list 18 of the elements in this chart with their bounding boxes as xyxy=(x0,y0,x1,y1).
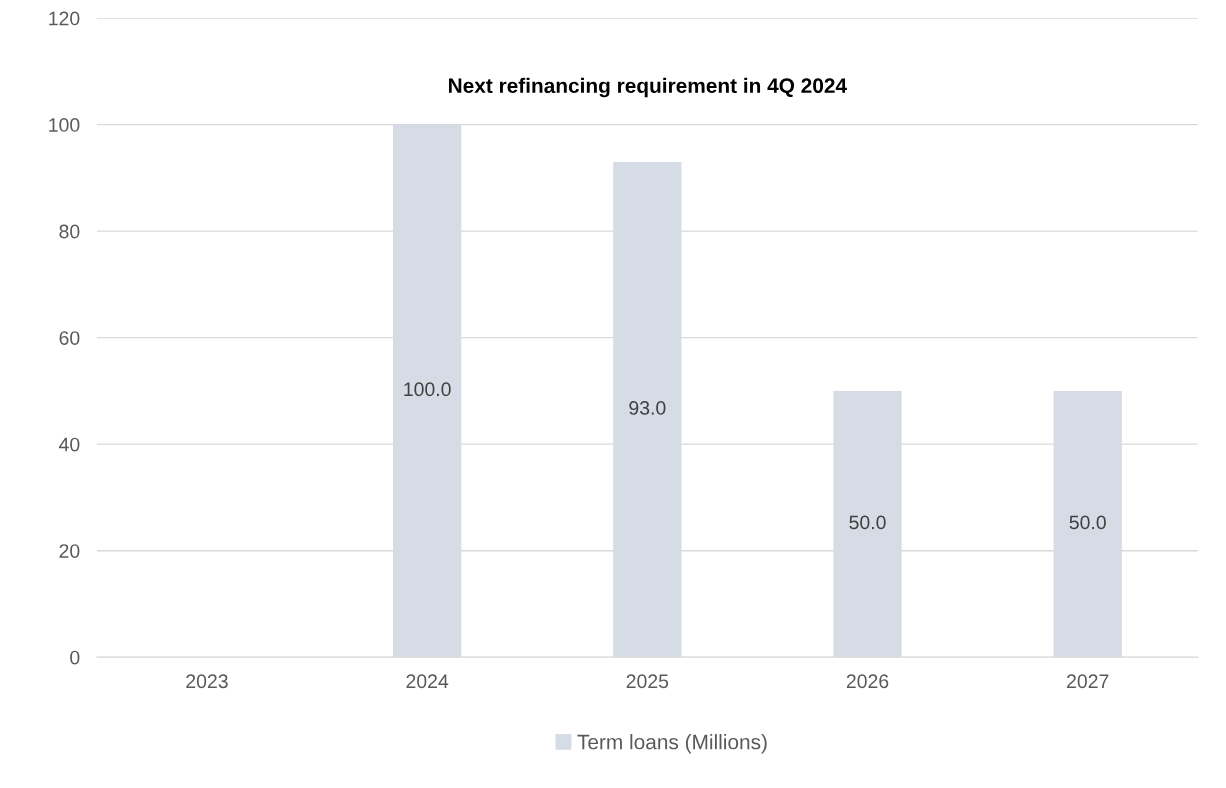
data-label: 50.0 xyxy=(1069,515,1106,530)
y-tick-label: 40 xyxy=(59,437,80,452)
data-label: 100.0 xyxy=(404,382,451,397)
y-tick-label: 60 xyxy=(59,331,80,345)
x-tick-label: 2024 xyxy=(406,674,449,689)
y-tick-label: 100 xyxy=(49,118,80,132)
x-tick-label: 2026 xyxy=(846,674,889,689)
y-tick-label: 20 xyxy=(59,544,80,558)
x-tick-label: 2023 xyxy=(186,674,228,689)
x-tick-label: 2027 xyxy=(1067,674,1109,689)
y-tick-label: 0 xyxy=(70,650,80,665)
text: Next refinancing requirement in 4Q 2024 xyxy=(449,77,847,98)
y-tick-label: 80 xyxy=(59,224,80,239)
x-tick-label: 2025 xyxy=(626,674,669,689)
legend-label: Term loans (Millions) xyxy=(577,734,767,754)
y-tick-label: 120 xyxy=(49,11,80,26)
data-label: 93.0 xyxy=(629,401,666,415)
data-label: 50.0 xyxy=(849,515,886,530)
